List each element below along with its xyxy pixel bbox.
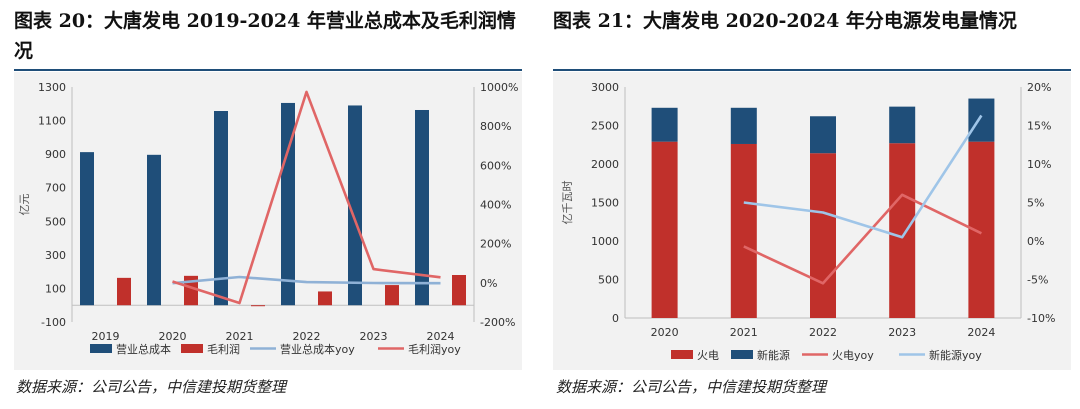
chart-panel-1: -100 100 300 500 700 900 1100 1300 -200% 0% 200% 40… <box>14 72 522 370</box>
bar-thermal <box>730 143 757 318</box>
bar-total-cost <box>80 152 94 306</box>
y-tick-label: 1000 <box>591 235 619 248</box>
line-series-1 <box>743 193 982 285</box>
chart-title-2: 图表 21：大唐发电 2020-2024 年分电源发电量情况 <box>553 10 1017 32</box>
bar-gross-profit <box>318 291 332 306</box>
bar-thermal <box>889 143 916 318</box>
bar-renewable <box>810 116 836 154</box>
x-tick-label: 2022 <box>293 330 321 343</box>
y2-tick-label: 600% <box>480 159 511 172</box>
line-series-1 <box>172 275 441 285</box>
y2-tick-label: -10% <box>1027 312 1055 325</box>
y2-tick-label: 200% <box>480 238 511 251</box>
legend-label: 毛利润 <box>207 342 240 356</box>
legend-swatch <box>90 344 112 353</box>
y2-tick-label: 10% <box>1027 158 1051 171</box>
legend-label: 火电yoy <box>832 349 874 362</box>
chart-cost-profit: -100 100 300 500 700 900 1100 1300 -200% 0% 200% 40… <box>18 81 518 356</box>
x-tick-label: 2020 <box>651 326 679 339</box>
x-tick-label: 2022 <box>809 326 837 339</box>
legend-label: 毛利润yoy <box>408 342 461 356</box>
bar-gross-profit <box>184 275 198 306</box>
legend-label: 火电 <box>697 349 719 362</box>
x-tick-label: 2023 <box>888 326 916 339</box>
bar-renewable <box>730 107 757 144</box>
bar-renewable <box>968 98 995 142</box>
legend-swatch <box>731 350 753 359</box>
bar-total-cost <box>214 111 228 306</box>
bar-gross-profit <box>385 285 399 306</box>
legend-label: 营业总成本yoy <box>280 342 355 356</box>
y-tick-label: 700 <box>45 182 66 195</box>
bar-total-cost <box>415 109 429 306</box>
x-tick-label: 2021 <box>730 326 758 339</box>
y-tick-label: 900 <box>45 148 66 161</box>
y-tick-label: 2500 <box>591 120 619 133</box>
chart-panel-2: 0 500 1000 1500 2000 2500 3000 -10% -5% 0% 5% 10% 15… <box>553 72 1071 370</box>
bar-gross-profit <box>452 275 466 306</box>
y-tick-label: 0 <box>612 312 619 325</box>
bar-total-cost <box>147 154 161 306</box>
line-series-2 <box>743 114 983 239</box>
line-series-2 <box>172 90 441 305</box>
y2-tick-label: 400% <box>480 199 511 212</box>
bar-thermal <box>810 153 836 318</box>
y-tick-label: 300 <box>45 249 66 262</box>
y-tick-label: -100 <box>41 316 66 329</box>
y-tick-label: 500 <box>45 215 66 228</box>
legend-swatch <box>181 344 203 353</box>
bar-renewable <box>651 107 678 142</box>
y2-tick-label: 15% <box>1027 120 1051 133</box>
title-divider-1 <box>14 69 522 71</box>
y2-tick-label: 0% <box>1027 235 1044 248</box>
x-tick-label: 2020 <box>159 330 187 343</box>
y-axis-title: 亿元 <box>18 194 31 216</box>
y2-tick-label: 5% <box>1027 197 1044 210</box>
source-note-2: 数据来源：公司公告，中信建投期货整理 <box>556 378 827 396</box>
chart-generation: 0 500 1000 1500 2000 2500 3000 -10% -5% 0% 5% 10% 15… <box>561 81 1055 362</box>
source-note-1: 数据来源：公司公告，中信建投期货整理 <box>16 378 287 396</box>
legend-label: 营业总成本 <box>116 342 171 356</box>
chart-title-1: 图表 20：大唐发电 2019-2024 年营业总成本及毛利润情况 <box>14 10 516 62</box>
bar-gross-profit <box>117 277 131 306</box>
y-tick-label: 500 <box>598 274 619 287</box>
bar-renewable <box>889 106 916 144</box>
y2-tick-label: 1000% <box>480 81 518 94</box>
y-axis-title: 亿千瓦时 <box>561 181 574 225</box>
y-tick-label: 1300 <box>38 81 66 94</box>
bar-gross-profit <box>251 305 265 307</box>
legend-swatch <box>671 350 693 359</box>
x-tick-label: 2021 <box>226 330 254 343</box>
y-tick-label: 1500 <box>591 197 619 210</box>
x-tick-label: 2023 <box>360 330 388 343</box>
y2-tick-label: 0% <box>480 277 497 290</box>
y-tick-label: 2000 <box>591 158 619 171</box>
y2-tick-label: -5% <box>1027 274 1048 287</box>
bar-total-cost <box>348 105 362 306</box>
bar-thermal <box>651 141 678 318</box>
y2-tick-label: 20% <box>1027 81 1051 94</box>
x-tick-label: 2019 <box>92 330 120 343</box>
y2-tick-label: -200% <box>480 316 515 329</box>
y2-tick-label: 800% <box>480 120 511 133</box>
x-tick-label: 2024 <box>967 326 995 339</box>
x-tick-label: 2024 <box>427 330 455 343</box>
y-tick-label: 100 <box>45 282 66 295</box>
bar-total-cost <box>281 102 295 306</box>
y-tick-label: 3000 <box>591 81 619 94</box>
legend-label: 新能源 <box>757 348 790 362</box>
legend-label: 新能源yoy <box>929 348 982 362</box>
y-tick-label: 1100 <box>38 115 66 128</box>
title-divider-2 <box>553 69 1071 71</box>
